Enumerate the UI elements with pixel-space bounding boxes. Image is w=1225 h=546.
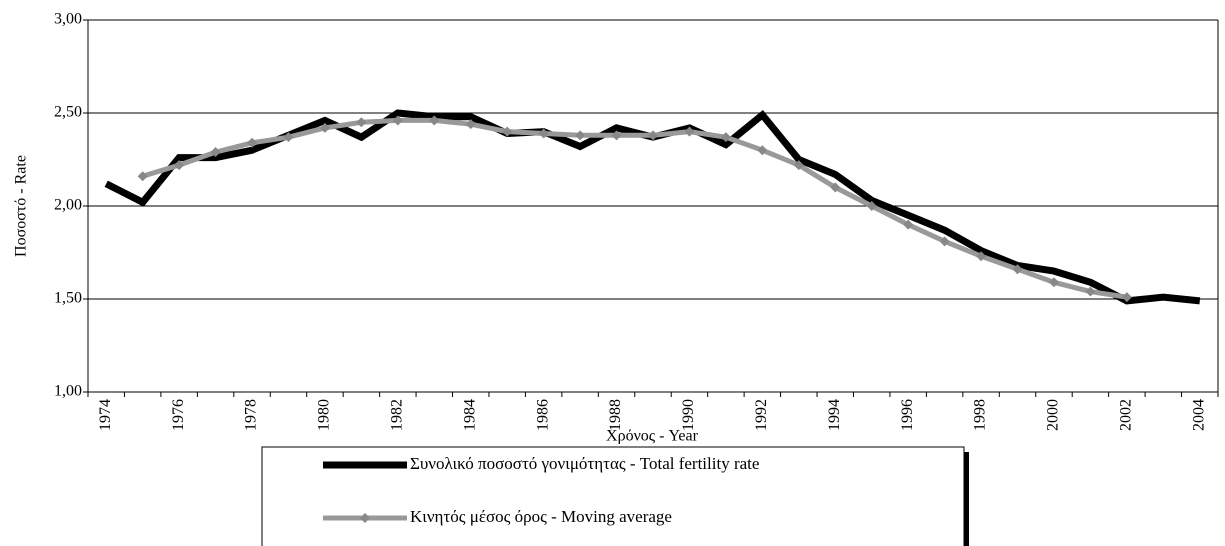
x-tick-label: 1996 <box>899 399 916 431</box>
x-tick-label: 1992 <box>753 399 770 431</box>
marker <box>392 115 403 126</box>
x-tick-label: 1976 <box>170 399 187 431</box>
marker <box>465 119 476 130</box>
series-line <box>141 117 1128 300</box>
legend-label: Συνολικό ποσοστό γονιμότητας - Total fer… <box>410 454 759 473</box>
marker <box>210 147 221 158</box>
marker <box>866 201 877 211</box>
x-tick-label: 1982 <box>389 399 406 431</box>
x-tick-label: 2004 <box>1190 399 1207 431</box>
legend-marker <box>360 513 370 523</box>
marker <box>793 160 804 171</box>
marker <box>720 132 731 143</box>
marker <box>174 160 185 171</box>
marker <box>611 130 622 141</box>
x-tick-label: 1998 <box>972 399 989 431</box>
marker <box>1121 292 1132 303</box>
marker <box>429 115 440 126</box>
marker <box>684 126 695 137</box>
marker <box>356 117 367 128</box>
legend-label: Κινητός μέσος όρος - Moving average <box>410 507 672 526</box>
x-axis-title: Χρόνος - Year <box>606 428 699 445</box>
y-tick-label: 2,00 <box>54 197 82 214</box>
x-tick-label: 1974 <box>97 399 114 431</box>
y-axis-title: Ποσοστό - Rate <box>13 155 30 257</box>
x-tick-label: 2000 <box>1045 399 1062 431</box>
x-tick-label: 1980 <box>316 399 333 431</box>
y-tick-label: 3,00 <box>54 11 82 28</box>
marker <box>757 145 768 156</box>
marker <box>903 219 914 230</box>
marker <box>137 171 148 182</box>
marker <box>575 130 586 141</box>
marker <box>283 132 294 143</box>
x-tick-label: 1988 <box>607 399 624 431</box>
y-tick-label: 1,50 <box>54 290 82 307</box>
x-tick-label: 1984 <box>461 399 478 431</box>
marker <box>1085 286 1096 297</box>
marker <box>319 122 330 133</box>
x-tick-label: 2002 <box>1118 399 1135 431</box>
marker <box>648 130 658 141</box>
x-tick-label: 1978 <box>243 399 260 431</box>
x-tick-label: 1990 <box>680 399 697 431</box>
marker <box>502 126 513 137</box>
y-tick-label: 1,00 <box>54 383 82 400</box>
marker <box>939 236 950 247</box>
marker <box>830 182 841 193</box>
y-tick-label: 2,50 <box>54 104 82 121</box>
marker <box>976 251 987 262</box>
x-tick-label: 1986 <box>534 399 551 431</box>
x-tick-label: 1994 <box>826 399 843 431</box>
marker <box>247 137 258 148</box>
marker <box>538 128 549 139</box>
marker <box>1012 264 1023 275</box>
marker <box>1048 277 1059 288</box>
